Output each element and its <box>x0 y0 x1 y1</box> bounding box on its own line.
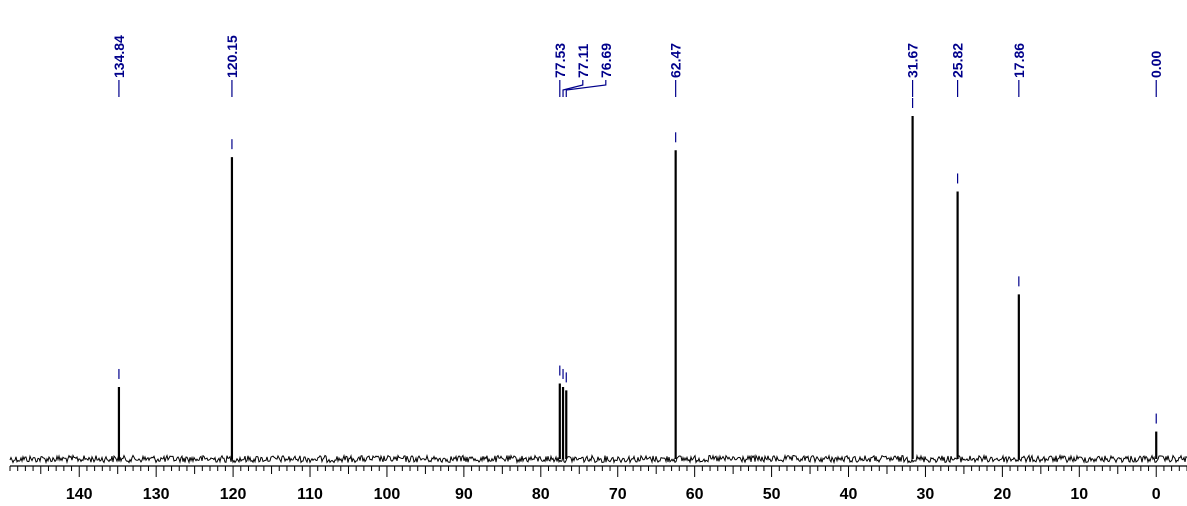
peak-label-leader <box>565 80 607 97</box>
peak-label: 76.69 <box>598 43 614 78</box>
x-tick-label: 30 <box>917 486 935 503</box>
x-tick-label: 110 <box>297 486 323 503</box>
x-tick-label: 90 <box>455 486 473 503</box>
x-tick-label: 60 <box>686 486 704 503</box>
peak-label: 62.47 <box>668 43 684 78</box>
x-tick-label: 40 <box>840 486 858 503</box>
x-tick-label: 80 <box>532 486 550 503</box>
x-tick-label: 50 <box>763 486 781 503</box>
peak-label: 134.84 <box>111 35 127 78</box>
peak-label: 77.53 <box>552 43 568 78</box>
peak-markers <box>118 98 1157 424</box>
x-tick-label: 140 <box>66 486 93 503</box>
x-tick-label: 120 <box>220 486 247 503</box>
peak-label: 17.86 <box>1011 43 1027 78</box>
peak-labels: 134.84 120.15 77.53 77.11 76.69 62.47 31.67 25.… <box>111 35 1164 97</box>
x-tick-label: 0 <box>1152 486 1161 503</box>
peak-label: 31.67 <box>905 43 921 78</box>
x-tick-label: 130 <box>143 486 170 503</box>
x-tick-label: 100 <box>374 486 401 503</box>
spectrum-trace <box>9 453 1187 465</box>
peak-label-leader <box>562 80 584 97</box>
x-tick-label: 70 <box>609 486 627 503</box>
peak-label: 25.82 <box>950 43 966 78</box>
x-axis: 140 130 120 110 100 90 80 70 60 50 40 30 20 10 0 <box>9 465 1187 503</box>
peak-lines <box>117 116 1158 459</box>
x-tick-label: 20 <box>993 486 1011 503</box>
peak-label: 120.15 <box>224 35 240 78</box>
x-tick-label: 10 <box>1070 486 1088 503</box>
peak-label: 0.00 <box>1148 51 1164 78</box>
peak-label: 77.11 <box>575 44 591 78</box>
